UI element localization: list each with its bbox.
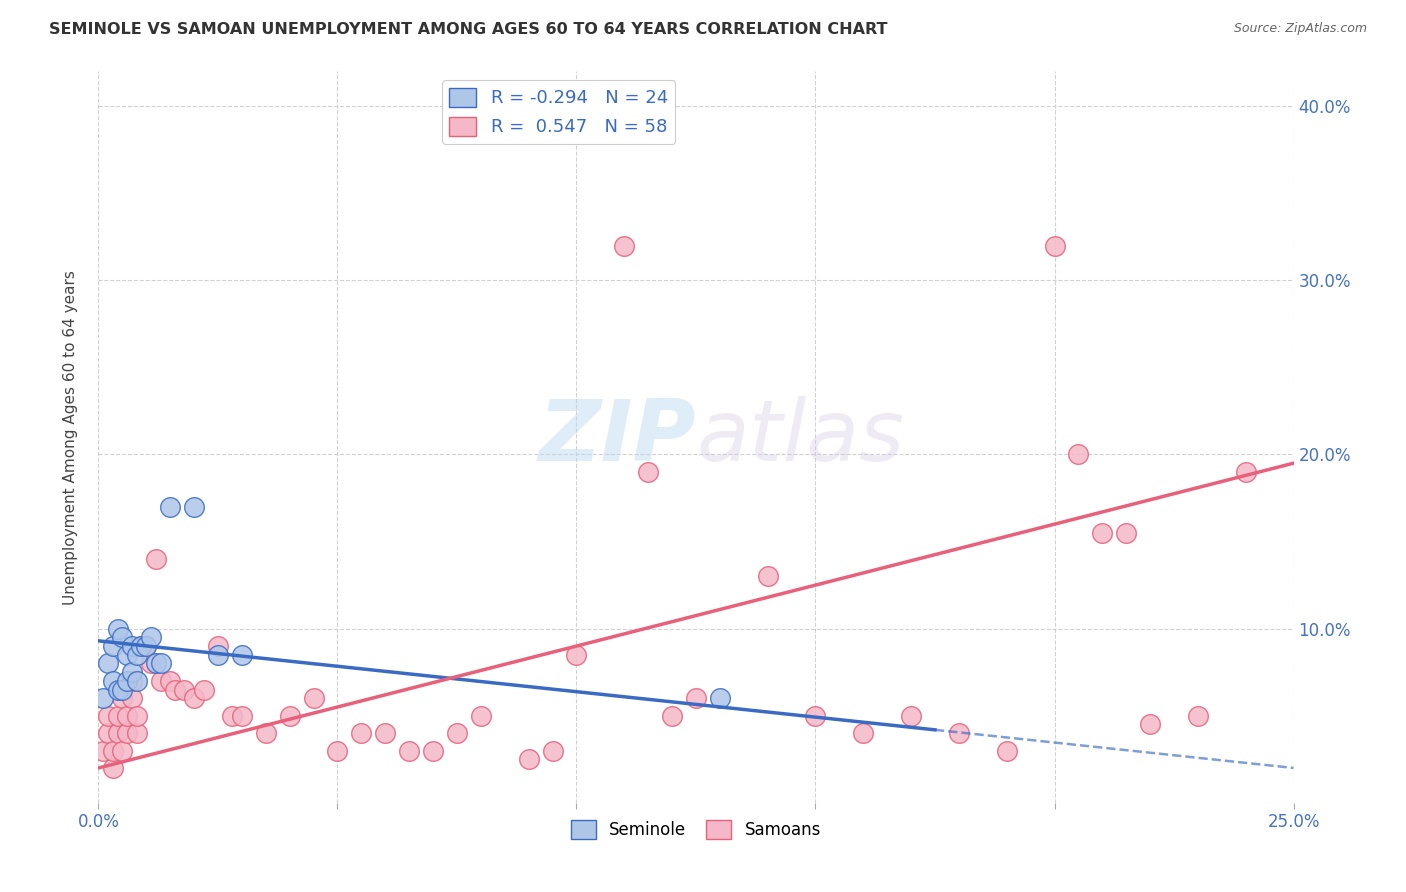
Point (159, 673, 181, 688)
Point (125, 726, 148, 740)
Point (111, 743, 134, 757)
Point (637, 465, 659, 479)
Point (278, 708, 301, 723)
Point (91, 691, 114, 706)
Point (125, 708, 148, 723)
Point (135, 639, 157, 653)
Point (709, 691, 731, 706)
Point (111, 691, 134, 706)
Text: ZIP: ZIP (538, 395, 696, 479)
Point (97, 708, 120, 723)
Point (350, 726, 373, 740)
Point (149, 673, 172, 688)
Point (1234, 465, 1257, 479)
Point (374, 726, 396, 740)
Point (254, 726, 277, 740)
Point (685, 691, 707, 706)
Point (107, 726, 129, 740)
Point (422, 743, 444, 757)
Point (302, 691, 325, 706)
Point (173, 682, 195, 697)
Point (149, 657, 172, 671)
Point (948, 726, 970, 740)
Point (183, 691, 205, 706)
Point (231, 648, 253, 662)
Point (135, 639, 157, 653)
Point (163, 682, 186, 697)
Point (91, 743, 114, 757)
Point (97, 726, 120, 740)
Point (115, 673, 138, 688)
Y-axis label: Unemployment Among Ages 60 to 64 years: Unemployment Among Ages 60 to 64 years (63, 269, 77, 605)
Point (1067, 448, 1090, 462)
Point (101, 761, 124, 775)
Point (107, 708, 129, 723)
Point (121, 673, 143, 688)
Point (207, 639, 229, 653)
Point (541, 743, 564, 757)
Point (159, 500, 181, 514)
Point (1187, 708, 1209, 723)
Point (326, 743, 349, 757)
Point (131, 639, 153, 653)
Point (565, 648, 588, 662)
Point (1115, 525, 1137, 540)
Point (111, 631, 134, 645)
Text: SEMINOLE VS SAMOAN UNEMPLOYMENT AMONG AGES 60 TO 64 YEARS CORRELATION CHART: SEMINOLE VS SAMOAN UNEMPLOYMENT AMONG AG… (49, 22, 887, 37)
Point (107, 622, 129, 636)
Point (661, 708, 683, 723)
Point (115, 726, 138, 740)
Point (115, 648, 138, 662)
Point (121, 639, 143, 653)
Point (145, 552, 167, 566)
Legend: Seminole, Samoans: Seminole, Samoans (564, 814, 828, 846)
Point (446, 726, 468, 740)
Point (517, 752, 540, 766)
Point (193, 682, 215, 697)
Point (115, 708, 138, 723)
Point (131, 639, 153, 653)
Point (107, 682, 129, 697)
Point (804, 708, 827, 723)
Text: Source: ZipAtlas.com: Source: ZipAtlas.com (1233, 22, 1367, 36)
Text: atlas: atlas (696, 395, 904, 479)
Point (221, 708, 243, 723)
Point (398, 743, 420, 757)
Point (121, 665, 143, 680)
Point (97, 657, 120, 671)
Point (995, 743, 1018, 757)
Point (101, 673, 124, 688)
Point (470, 708, 492, 723)
Point (145, 657, 167, 671)
Point (121, 691, 143, 706)
Point (125, 673, 148, 688)
Point (231, 708, 253, 723)
Point (852, 726, 875, 740)
Point (1139, 717, 1161, 731)
Point (207, 648, 229, 662)
Point (900, 708, 922, 723)
Point (101, 743, 124, 757)
Point (139, 657, 162, 671)
Point (756, 569, 779, 583)
Point (613, 238, 636, 252)
Point (1043, 238, 1066, 252)
Point (111, 682, 134, 697)
Point (139, 631, 162, 645)
Point (101, 639, 124, 653)
Point (125, 648, 148, 662)
Point (183, 500, 205, 514)
Point (1091, 525, 1114, 540)
